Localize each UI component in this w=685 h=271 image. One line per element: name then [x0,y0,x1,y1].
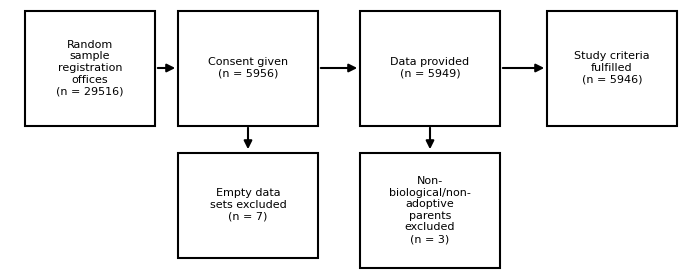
Text: Consent given
(n = 5956): Consent given (n = 5956) [208,57,288,79]
Text: Study criteria
fulfilled
(n = 5946): Study criteria fulfilled (n = 5946) [574,51,650,85]
Text: Random
sample
registration
offices
(n = 29516): Random sample registration offices (n = … [56,40,124,96]
Bar [547,11,677,125]
Text: Empty data
sets excluded
(n = 7): Empty data sets excluded (n = 7) [210,188,286,222]
Bar [360,11,500,125]
Bar [360,153,500,267]
Text: Data provided
(n = 5949): Data provided (n = 5949) [390,57,469,79]
Bar [178,153,318,257]
Text: Non-
biological/non-
adoptive
parents
excluded
(n = 3): Non- biological/non- adoptive parents ex… [389,176,471,244]
Bar [178,11,318,125]
Bar [25,11,155,125]
